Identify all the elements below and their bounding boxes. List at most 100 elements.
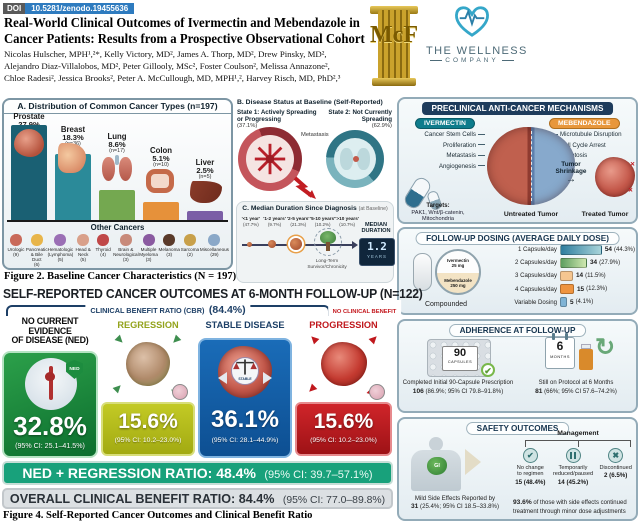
- authors-line-3: Chloe Radesi², Jessica Brooks², Peter A.…: [4, 72, 341, 83]
- bar-label: Lung 8.6% (n=17): [95, 132, 139, 155]
- progression-zigzag-arrow: [293, 176, 316, 199]
- colon-bar: [143, 202, 179, 220]
- untreated-treated-tumor-illustration: [487, 127, 575, 205]
- blister-count: 90: [453, 347, 467, 359]
- left-arrow-icon: [218, 372, 227, 384]
- progression-pct: 15.6%: [313, 410, 374, 433]
- other-cancer-name: Brain & Neurological: [113, 247, 139, 258]
- ned-ci: (95% CI: 25.1–41.5%): [15, 442, 85, 450]
- targets-label: Targets:: [426, 203, 450, 209]
- adherence-panel: ADHERENCE AT FOLLOW-UP 90 CAPSULES ✔ Com…: [397, 319, 638, 413]
- other-cancer-name: Hematologic (Lymphoma): [47, 247, 74, 258]
- bar-label: Colon 5.1% (n=10): [139, 146, 183, 169]
- mgmt-label-line2: reduced/paused: [552, 471, 594, 478]
- tree-canopy: [320, 231, 336, 244]
- stable-badge: STABLE: [238, 377, 252, 381]
- doi-badge: DOI 10.5281/zenodo.19455636: [3, 3, 135, 14]
- other-cancer-name: Melanoma: [158, 247, 180, 252]
- other-cancer-n: (3): [123, 257, 129, 263]
- blister-label: 90 CAPSULES: [442, 346, 478, 371]
- mcf-logo-text: McF: [370, 22, 418, 48]
- mgmt-label-line2: to regimen: [517, 471, 544, 478]
- organ-icon: [183, 234, 196, 246]
- dose-count: 14: [576, 272, 584, 280]
- other-cancer-name: Miscellaneous: [199, 247, 229, 252]
- other-cancer-item: Urologic (9): [6, 234, 26, 267]
- duration-label: '>10 years': [335, 216, 359, 221]
- ned-shield-badge: NED: [66, 360, 83, 379]
- cell-death-x-icon: ✕: [628, 188, 634, 194]
- timeline-dot-2: [268, 240, 276, 248]
- other-cancer-item: Brain & Neurological (3): [113, 234, 139, 267]
- other-cancer-n: (3): [166, 252, 173, 258]
- dosing-row: 4 Capsules/day 15 (12.3%): [501, 283, 635, 296]
- safety-title: SAFETY OUTCOMES: [465, 422, 570, 435]
- mebendazole-dose-label: Mebendazole 250 mg: [437, 278, 479, 289]
- state1-pct: (37.1%): [237, 123, 258, 130]
- regression-illustration: ▲ ▲ ▲ ▲: [104, 331, 192, 401]
- ivermectin-dose-label: Ivermectin 25 mg: [437, 258, 479, 269]
- cbr-bracket-label: CLINICAL BENEFIT RATIO (CBR) (84.4%): [85, 300, 251, 318]
- other-cancer-n: (4): [100, 252, 106, 258]
- ncb-bracket: NO CLINICAL BENEFIT: [327, 300, 402, 318]
- regressing-tumor-icon: [126, 342, 170, 386]
- safety-note-pct: 93.6%: [513, 499, 532, 506]
- side-effects-value: 31 (25.4%; 95% CI 18.5–33.8%): [399, 503, 511, 512]
- mechanism-item: Cell Cycle Arrest: [551, 142, 637, 153]
- state2-line1: State 2: Not Currently: [328, 109, 392, 116]
- state1-line1: State 1: Actively Spreading: [237, 109, 317, 116]
- right-arrow-icon: [263, 372, 272, 384]
- dose-pct: (12.3%): [586, 286, 608, 293]
- metastasis-label: Metastasis: [301, 132, 329, 138]
- lung-lobe-right: [119, 157, 132, 181]
- wellness-company-logo: THE WELLNESS COMPANY: [426, 4, 528, 90]
- other-cancer-name: Urologic: [7, 247, 25, 252]
- other-cancer-name: Pancreatic & Bile Duct: [25, 247, 48, 263]
- vessel-shape: [49, 366, 53, 400]
- state1-line2: or Progressing: [237, 116, 282, 124]
- longterm-line1: Long-Term: [315, 258, 339, 263]
- organ-icon: [77, 234, 90, 246]
- cancer-name: Lung: [107, 132, 127, 141]
- bar-colon: Colon 5.1% (n=10): [139, 113, 183, 220]
- side-effects-num: 31: [411, 503, 419, 511]
- dose-pct: (27.9%): [599, 259, 621, 266]
- side-effects-label: Mild Side Effects Reported by: [414, 495, 496, 502]
- other-cancer-n: (5): [57, 257, 64, 263]
- cancer-name: Colon: [149, 146, 173, 155]
- state2-pct: (62.9%): [371, 123, 392, 130]
- duration-pct: (10.2%): [314, 221, 331, 227]
- shrinkage-arrow-icon: →: [566, 173, 576, 185]
- management-title: Management: [557, 430, 599, 437]
- bottle-cap: [581, 344, 591, 349]
- targets-line1: PAK1, Wnt/β-catenin,: [411, 209, 465, 216]
- other-cancer-name: Sarcoma: [180, 247, 200, 252]
- organ-icon: [9, 234, 22, 246]
- progression-outcome-box: 15.6% (95% CI: 10.2–23.0%): [295, 402, 392, 456]
- longterm-label: Long-Term Survivor/Chronicity: [301, 258, 353, 269]
- tree-trunk: [326, 242, 330, 251]
- panel-b-title: B. Disease Status at Baseline (Self-Repo…: [237, 99, 383, 106]
- dose-label: 3 Capsules/day: [514, 272, 557, 280]
- bar-lung: Lung 8.6% (n=17): [95, 113, 139, 220]
- protocol-num: 81: [535, 388, 543, 396]
- figure4-caption: Figure 4. Self-Reported Cancer Outcomes …: [3, 510, 313, 521]
- mechanism-item: Proliferation: [401, 142, 485, 153]
- completed-prescription-stat: Completed Initial 90-Capsule Prescriptio…: [401, 379, 515, 397]
- other-cancer-n: (6): [33, 262, 40, 268]
- completed-label: Completed Initial 90-Capsule Prescriptio…: [402, 380, 514, 386]
- flow-arrow: [465, 449, 481, 475]
- dose-bar: [559, 244, 602, 255]
- cancer-pct: 27.9%: [7, 121, 51, 129]
- tumor-dot: [353, 156, 359, 162]
- other-cancer-name: Head & Neck: [75, 247, 91, 258]
- ratio2-label: OVERALL CLINICAL BENEFIT RATIO: 84.4%: [9, 492, 275, 506]
- other-cancer-item: Thyroid (4): [93, 234, 113, 267]
- ned-outcome-box: NED 32.8% (95% CI: 25.1–41.5%): [2, 351, 98, 458]
- dosing-title: FOLLOW-UP DOSING (AVERAGE DAILY DOSE): [415, 232, 620, 245]
- dosing-row: 3 Capsules/day 14 (11.5%): [501, 269, 635, 282]
- overall-cbr-bar: OVERALL CLINICAL BENEFIT RATIO: 84.4% (9…: [2, 488, 393, 509]
- wellness-logo-line-1: THE WELLNESS: [426, 45, 528, 57]
- other-cancer-n: (5): [80, 257, 87, 263]
- authors-line-2: Alejandro Diaz-Villalobos, MD², Peter Gi…: [4, 60, 330, 71]
